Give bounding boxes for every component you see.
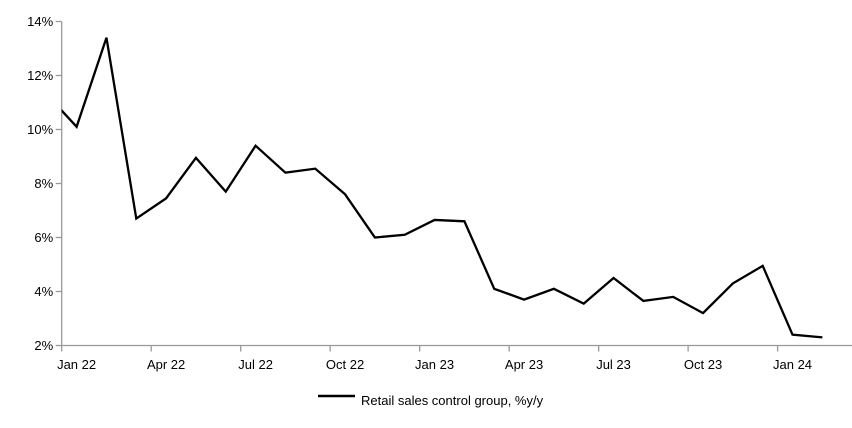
x-tick-label: Apr 23 <box>505 357 543 372</box>
y-tick-label: 4% <box>34 284 53 299</box>
axes-layer: 14% 12% 10% 8% 6% 4% 2% Jan 22 Apr 22 Jul 22 Oct 2… <box>27 14 852 372</box>
x-tick-label: Jan 23 <box>415 357 454 372</box>
y-tick-label: 10% <box>27 122 53 137</box>
y-tick-label: 14% <box>27 14 53 29</box>
x-tick-label: Apr 22 <box>147 357 185 372</box>
x-tick-label: Oct 23 <box>684 357 722 372</box>
x-tick-label: Jul 23 <box>596 357 631 372</box>
x-tick-label: Jan 24 <box>773 357 812 372</box>
y-tick-label: 2% <box>34 338 53 353</box>
y-tick-label: 12% <box>27 68 53 83</box>
legend-label: Retail sales control group, %y/y <box>361 393 544 408</box>
series-line <box>61 37 823 339</box>
x-tick-label: Oct 22 <box>326 357 364 372</box>
legend: Retail sales control group, %y/y <box>318 393 544 408</box>
y-tick-label: 8% <box>34 176 53 191</box>
series-layer <box>61 37 823 339</box>
x-tick-label: Jan 22 <box>57 357 96 372</box>
x-tick-label: Jul 22 <box>238 357 273 372</box>
y-tick-label: 6% <box>34 230 53 245</box>
